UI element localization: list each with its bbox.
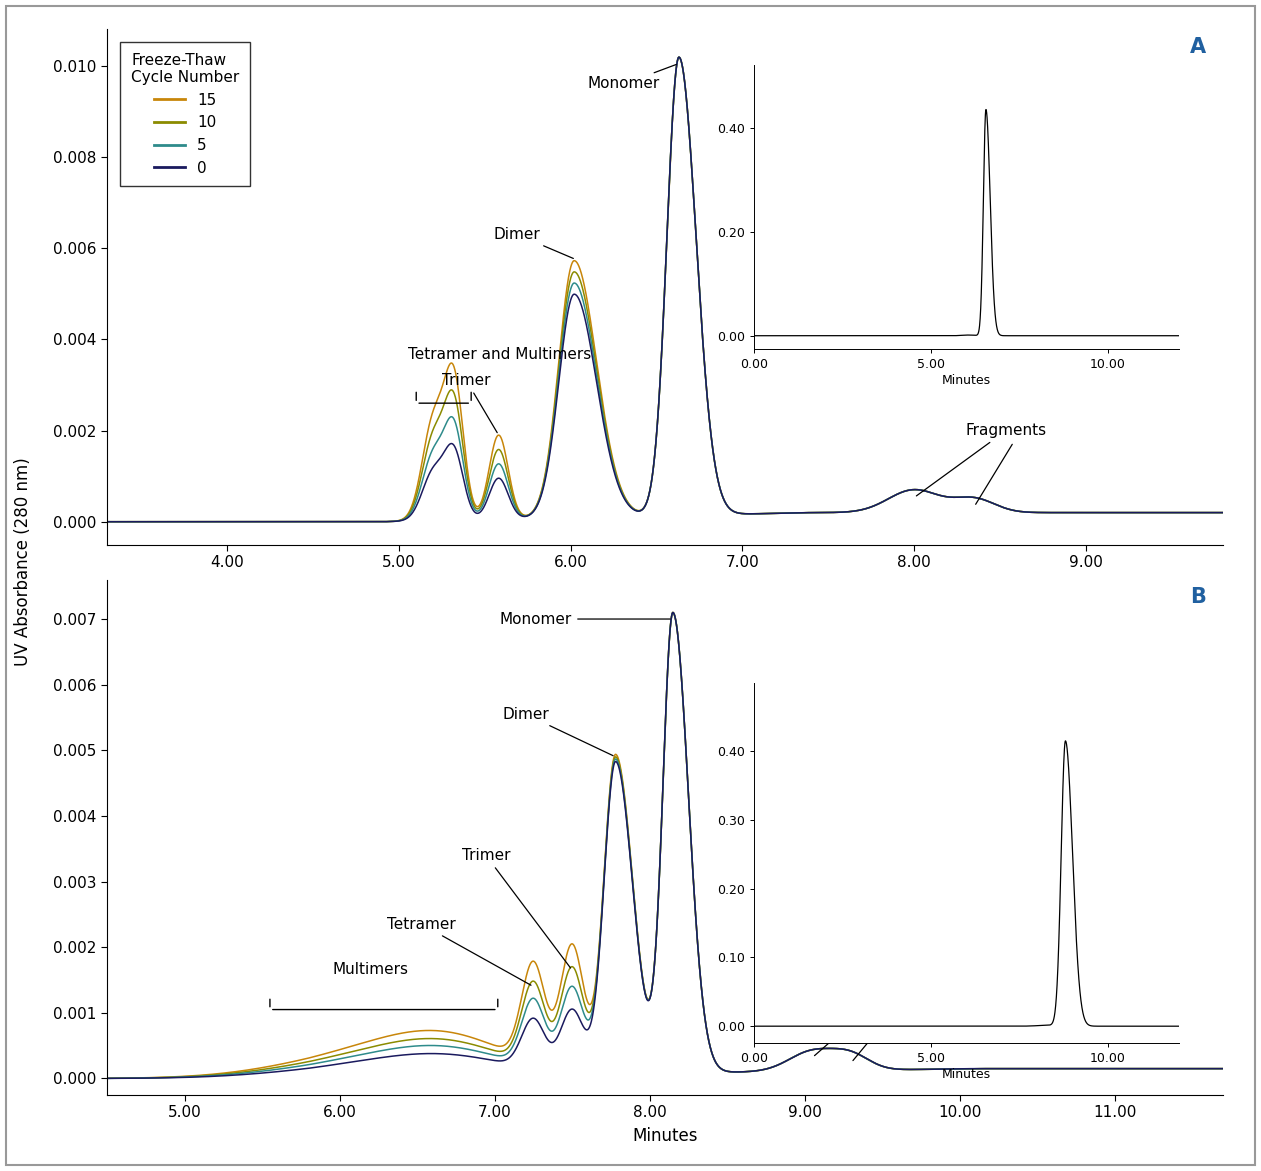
Text: Monomer: Monomer [499, 611, 670, 626]
X-axis label: Minutes: Minutes [633, 1128, 697, 1145]
Text: Monomer: Monomer [588, 64, 676, 91]
Text: Multimers: Multimers [333, 961, 409, 977]
Text: A: A [1190, 37, 1207, 57]
X-axis label: Minutes: Minutes [942, 374, 991, 386]
Legend: 15, 10, 5, 0: 15, 10, 5, 0 [120, 42, 250, 186]
Text: Tetramer: Tetramer [387, 917, 531, 985]
Text: B: B [1190, 588, 1207, 608]
Text: Dimer: Dimer [493, 227, 574, 259]
Text: Fragments: Fragments [815, 939, 979, 1055]
Text: UV Absorbance (280 nm): UV Absorbance (280 nm) [14, 458, 32, 666]
Text: Dimer: Dimer [502, 706, 613, 755]
Text: Trimer: Trimer [462, 848, 570, 968]
X-axis label: Minutes: Minutes [942, 1068, 991, 1081]
Text: Fragments: Fragments [917, 423, 1047, 495]
Text: Trimer: Trimer [443, 372, 497, 433]
Text: Tetramer and Multimers: Tetramer and Multimers [407, 347, 591, 362]
